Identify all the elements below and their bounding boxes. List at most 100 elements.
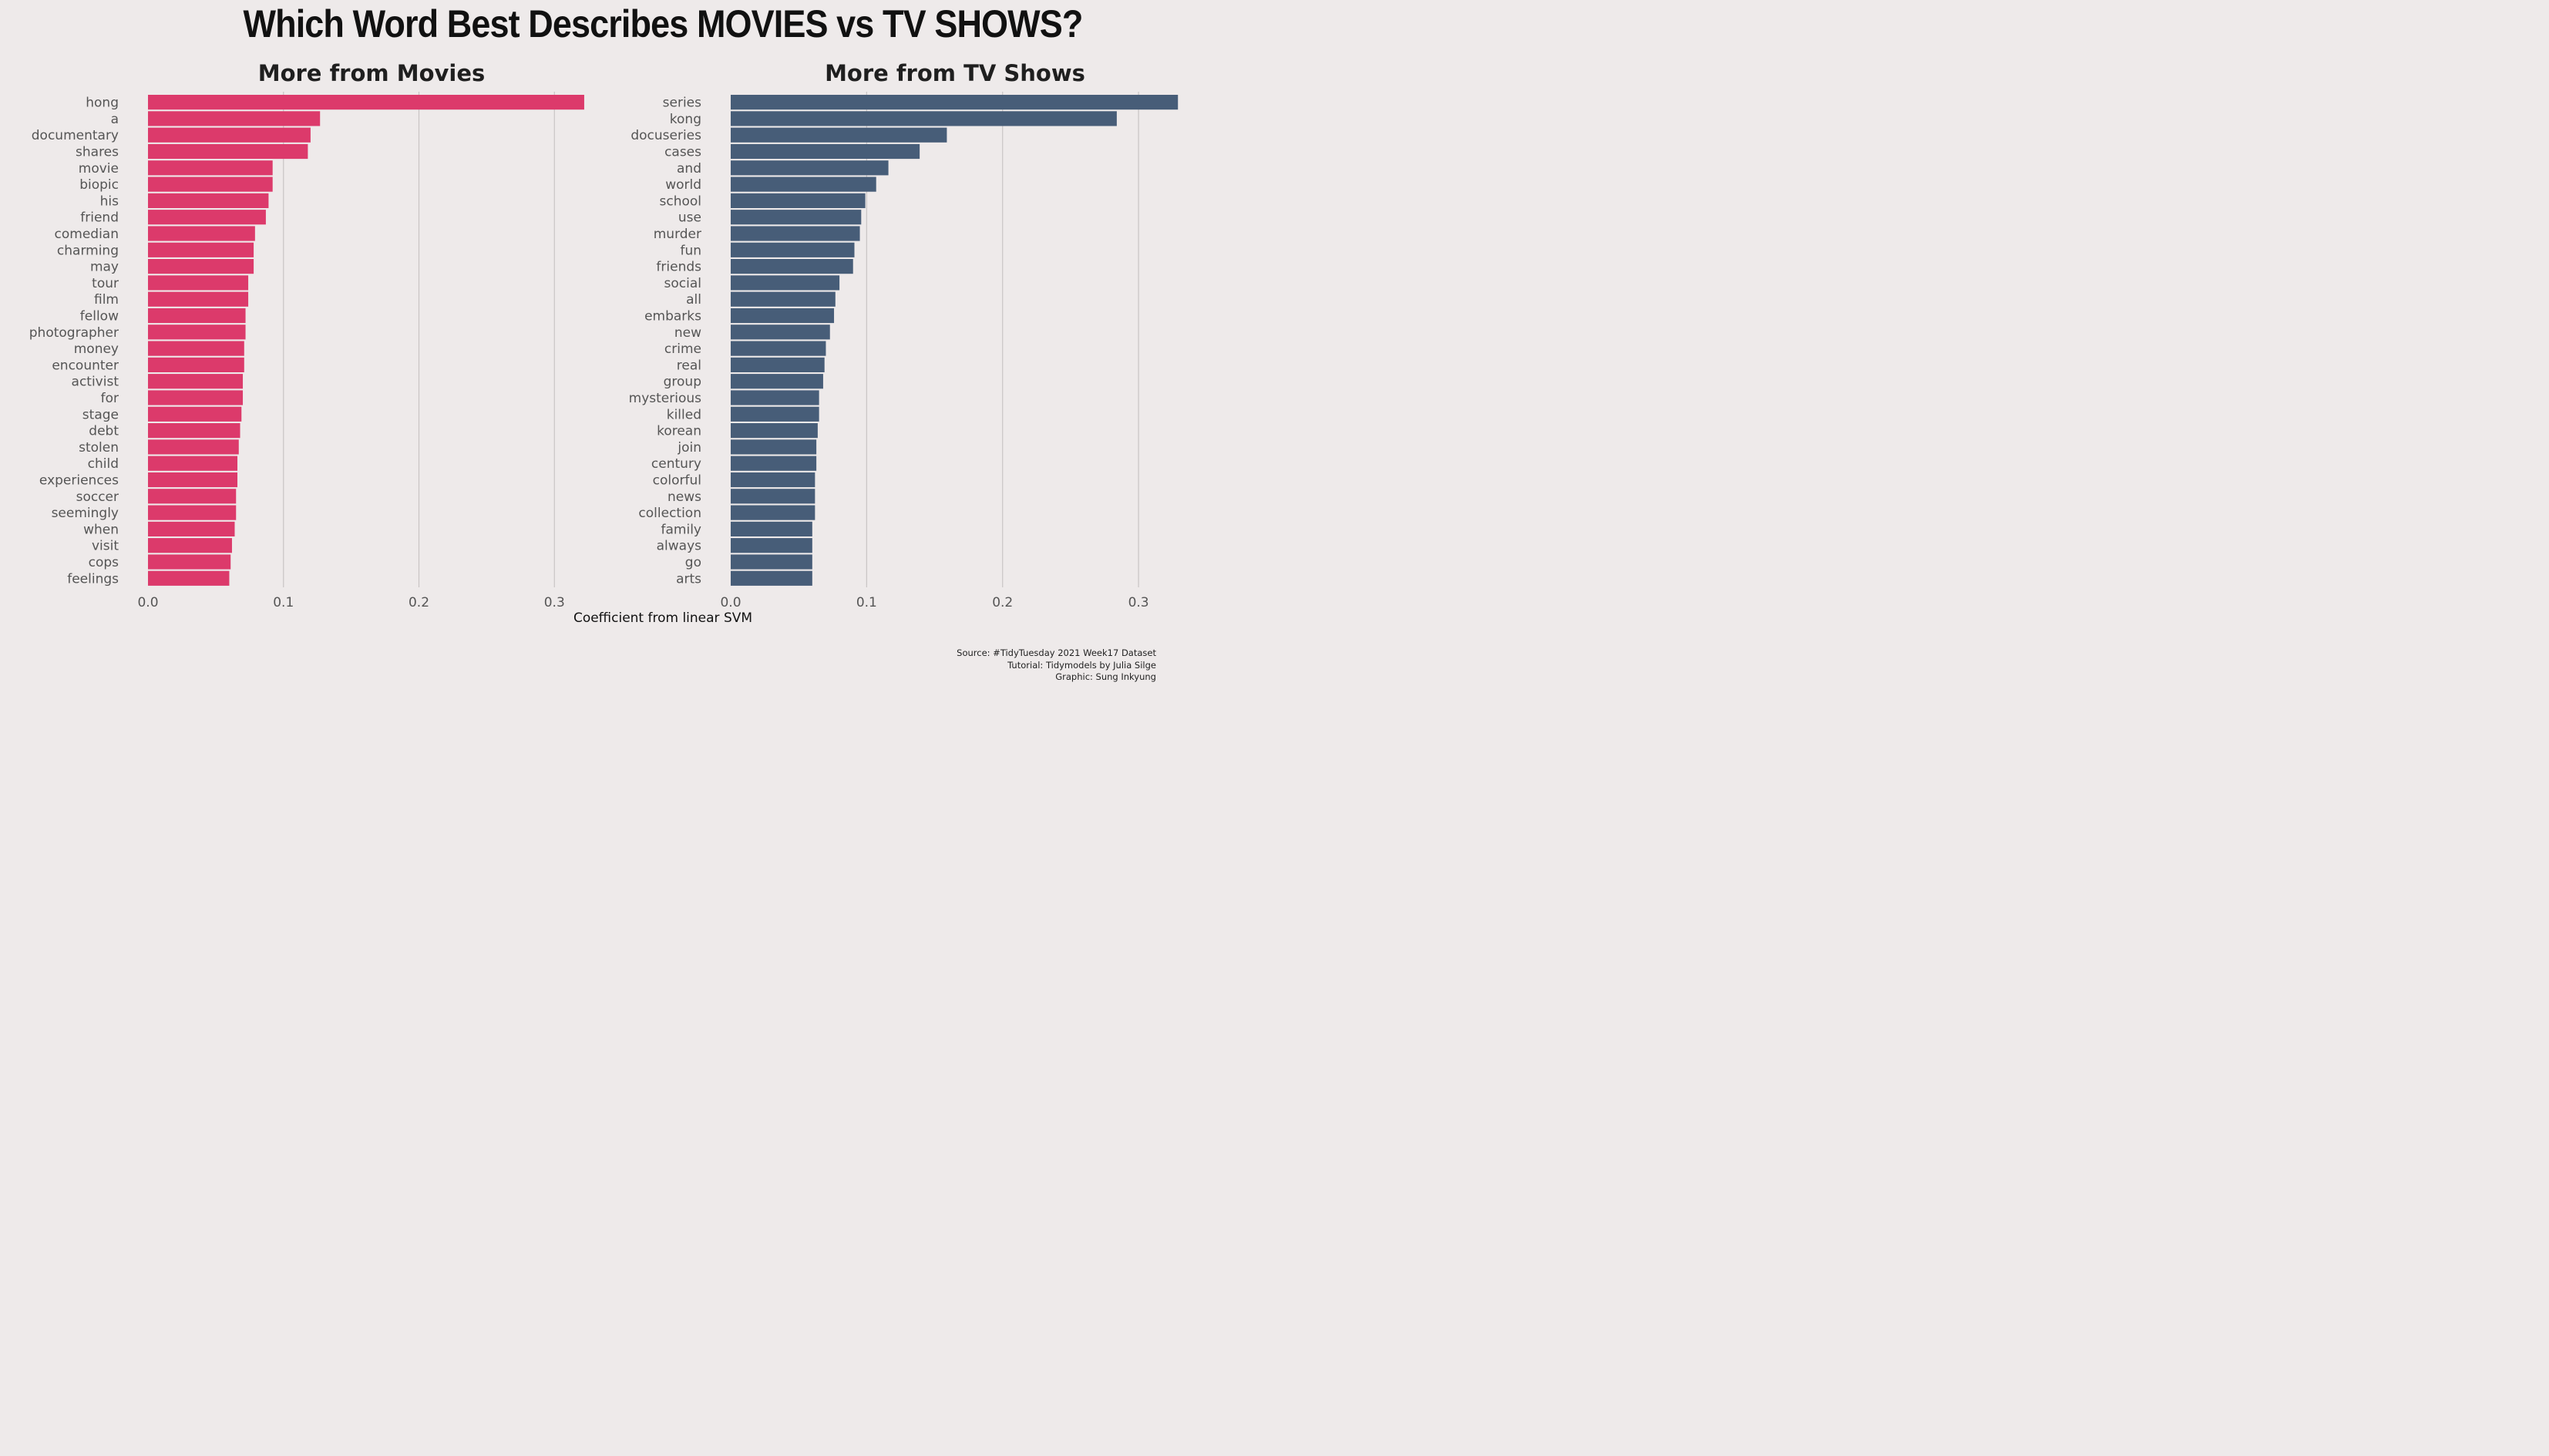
bar-tv-series bbox=[731, 95, 1179, 110]
bar-movies-activist bbox=[148, 374, 244, 389]
y-label-tv-docuseries: docuseries bbox=[631, 128, 701, 143]
y-label-movies-may: may bbox=[90, 260, 119, 275]
y-label-tv-cases: cases bbox=[664, 145, 701, 160]
bar-movies-photographer bbox=[148, 324, 246, 340]
y-label-movies-friend: friend bbox=[80, 210, 119, 226]
caption-source: Source: #TidyTuesday 2021 Week17 Dataset bbox=[957, 647, 1156, 658]
bar-movies-debt bbox=[148, 423, 240, 439]
y-label-movies-fellow: fellow bbox=[80, 309, 119, 324]
bar-movies-may bbox=[148, 259, 254, 274]
y-label-movies-shares: shares bbox=[76, 145, 119, 160]
x-tick-movies-1: 0.1 bbox=[273, 595, 294, 610]
bar-tv-real bbox=[731, 357, 825, 372]
caption-tutorial: Tutorial: Tidymodels by Julia Silge bbox=[1007, 659, 1156, 671]
y-label-tv-family: family bbox=[661, 522, 701, 537]
y-label-tv-fun: fun bbox=[680, 243, 701, 258]
bar-movies-seemingly bbox=[148, 505, 237, 520]
y-label-movies-his: his bbox=[100, 193, 119, 209]
y-label-movies-tour: tour bbox=[92, 276, 119, 291]
x-tick-movies-3: 0.3 bbox=[544, 595, 565, 610]
bar-movies-soccer bbox=[148, 489, 237, 504]
bar-tv-join bbox=[731, 439, 817, 455]
bar-tv-friends bbox=[731, 259, 853, 274]
bar-tv-new bbox=[731, 324, 830, 340]
x-tick-tv-0: 0.0 bbox=[720, 595, 741, 610]
bar-movies-shares bbox=[148, 143, 308, 160]
bar-tv-mysterious bbox=[731, 390, 819, 405]
bar-tv-use bbox=[731, 210, 862, 225]
bar-movies-for bbox=[148, 390, 244, 405]
bar-movies-stage bbox=[148, 406, 242, 422]
x-axis-label: Coefficient from linear SVM bbox=[573, 610, 753, 626]
y-label-movies-a: a bbox=[111, 112, 119, 127]
bar-movies-a bbox=[148, 111, 321, 126]
y-label-tv-friends: friends bbox=[656, 260, 701, 275]
bar-movies-his bbox=[148, 193, 269, 208]
y-label-movies-biopic: biopic bbox=[79, 177, 119, 193]
y-label-tv-news: news bbox=[668, 489, 701, 505]
bar-tv-korean bbox=[731, 423, 818, 439]
y-label-movies-stage: stage bbox=[82, 407, 119, 422]
y-label-movies-child: child bbox=[88, 456, 119, 472]
y-label-movies-comedian: comedian bbox=[55, 227, 119, 242]
bar-tv-cases bbox=[731, 143, 920, 160]
y-label-tv-mysterious: mysterious bbox=[629, 391, 701, 406]
y-label-movies-cops: cops bbox=[89, 555, 119, 570]
y-label-movies-movie: movie bbox=[79, 161, 119, 177]
y-label-tv-korean: korean bbox=[657, 424, 701, 439]
y-label-tv-social: social bbox=[664, 276, 701, 291]
x-tick-tv-2: 0.2 bbox=[992, 595, 1013, 610]
bar-tv-killed bbox=[731, 406, 819, 422]
bar-tv-family bbox=[731, 521, 812, 536]
y-label-tv-series: series bbox=[663, 96, 701, 111]
bar-tv-crime bbox=[731, 341, 826, 356]
y-label-tv-kong: kong bbox=[670, 112, 701, 127]
y-label-tv-crime: crime bbox=[664, 341, 701, 357]
y-label-movies-experiences: experiences bbox=[39, 473, 119, 489]
y-label-movies-when: when bbox=[83, 522, 119, 537]
bar-movies-friend bbox=[148, 210, 266, 225]
y-label-movies-visit: visit bbox=[92, 539, 119, 554]
y-label-tv-new: new bbox=[674, 325, 701, 341]
bar-movies-film bbox=[148, 291, 249, 307]
bar-movies-visit bbox=[148, 538, 232, 553]
y-label-movies-photographer: photographer bbox=[29, 325, 119, 341]
y-label-tv-use: use bbox=[678, 210, 701, 226]
y-label-tv-real: real bbox=[677, 358, 701, 373]
y-label-tv-embarks: embarks bbox=[644, 309, 701, 324]
y-label-movies-encounter: encounter bbox=[52, 358, 119, 373]
bar-movies-money bbox=[148, 341, 244, 356]
bar-movies-movie bbox=[148, 160, 273, 176]
bar-tv-news bbox=[731, 489, 815, 504]
y-label-tv-killed: killed bbox=[667, 407, 701, 422]
bar-movies-feelings bbox=[148, 570, 230, 586]
bar-tv-embarks bbox=[731, 308, 835, 324]
bar-tv-all bbox=[731, 291, 836, 307]
bar-tv-social bbox=[731, 275, 840, 291]
y-label-movies-stolen: stolen bbox=[79, 440, 119, 456]
panel-title-tv: More from TV Shows bbox=[825, 60, 1085, 86]
bar-movies-tour bbox=[148, 275, 249, 291]
bar-movies-stolen bbox=[148, 439, 239, 455]
x-tick-movies-0: 0.0 bbox=[137, 595, 158, 610]
bar-tv-murder bbox=[731, 226, 860, 241]
y-label-movies-debt: debt bbox=[89, 424, 119, 439]
y-label-tv-murder: murder bbox=[654, 227, 701, 242]
y-label-movies-documentary: documentary bbox=[32, 128, 119, 143]
bar-tv-kong bbox=[731, 111, 1117, 126]
y-label-movies-soccer: soccer bbox=[76, 489, 119, 505]
y-label-tv-school: school bbox=[659, 193, 701, 209]
x-tick-tv-1: 0.1 bbox=[856, 595, 877, 610]
bar-movies-fellow bbox=[148, 308, 246, 324]
panel-title-movies: More from Movies bbox=[257, 60, 486, 86]
bar-movies-when bbox=[148, 521, 235, 536]
bar-movies-experiences bbox=[148, 472, 237, 488]
y-label-tv-and: and bbox=[677, 161, 701, 177]
x-tick-tv-3: 0.3 bbox=[1128, 595, 1149, 610]
bar-tv-and bbox=[731, 160, 889, 176]
bar-movies-child bbox=[148, 456, 237, 471]
bar-tv-arts bbox=[731, 570, 812, 586]
bar-movies-cops bbox=[148, 554, 231, 570]
bar-tv-always bbox=[731, 538, 812, 553]
